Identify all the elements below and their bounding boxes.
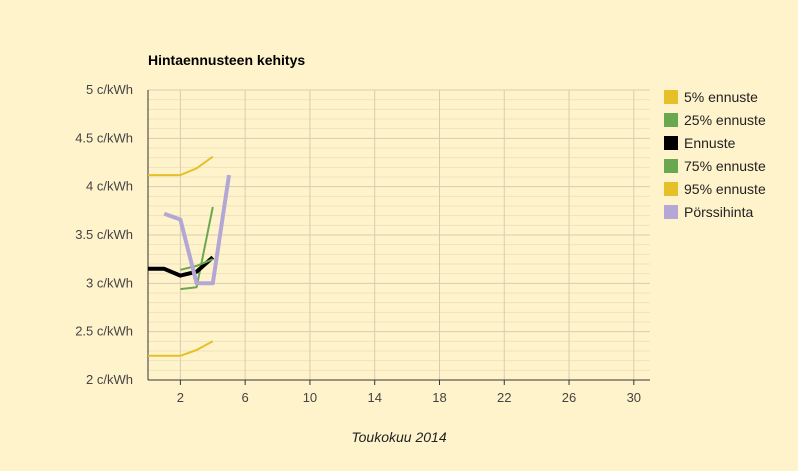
- y-tick-label: 2 c/kWh: [86, 372, 133, 387]
- legend-swatch: [664, 90, 678, 104]
- y-tick-label: 4 c/kWh: [86, 179, 133, 194]
- legend-label: 95% ennuste: [684, 181, 766, 197]
- legend: 5% ennuste 25% ennuste Ennuste 75% ennuste 9…: [664, 89, 766, 220]
- series-line-4: [148, 340, 214, 357]
- x-tick-label: 10: [303, 390, 317, 405]
- series-line-1: [180, 206, 214, 291]
- x-axis-ticks: 2 6 10 14 18 22 26 30: [177, 380, 641, 405]
- x-axis-label: Toukokuu 2014: [351, 429, 446, 445]
- x-tick-label: 22: [497, 390, 511, 405]
- axes: [147, 90, 650, 381]
- y-tick-label: 5 c/kWh: [86, 82, 133, 97]
- x-tick-label: 6: [242, 390, 249, 405]
- legend-label: 75% ennuste: [684, 158, 766, 174]
- x-tick-label: 30: [627, 390, 641, 405]
- legend-swatch: [664, 136, 678, 150]
- chart-title: Hintaennusteen kehitys: [148, 52, 305, 68]
- series-line-2: [148, 255, 215, 278]
- series-line-3: [180, 258, 214, 271]
- legend-label: 25% ennuste: [684, 112, 766, 128]
- legend-swatch: [664, 113, 678, 127]
- series-line-0: [148, 155, 214, 177]
- legend-label: 5% ennuste: [684, 89, 758, 105]
- series-line-5: [163, 174, 231, 286]
- legend-label: Ennuste: [684, 135, 736, 151]
- x-tick-label: 14: [367, 390, 381, 405]
- x-tick-label: 2: [177, 390, 184, 405]
- legend-swatch: [664, 205, 678, 219]
- x-tick-label: 18: [432, 390, 446, 405]
- y-tick-label: 2.5 c/kWh: [75, 324, 133, 339]
- y-axis-ticks: 2 c/kWh 2.5 c/kWh 3 c/kWh 3.5 c/kWh 4 c/kWh 4…: [75, 82, 133, 387]
- legend-swatch: [664, 182, 678, 196]
- gridlines: [148, 89, 650, 381]
- y-tick-label: 4.5 c/kWh: [75, 130, 133, 145]
- series-lines: [148, 155, 231, 357]
- legend-swatch: [664, 159, 678, 173]
- y-tick-label: 3.5 c/kWh: [75, 227, 133, 242]
- y-tick-label: 3 c/kWh: [86, 275, 133, 290]
- legend-label: Pörssihinta: [684, 204, 753, 220]
- x-tick-label: 26: [562, 390, 576, 405]
